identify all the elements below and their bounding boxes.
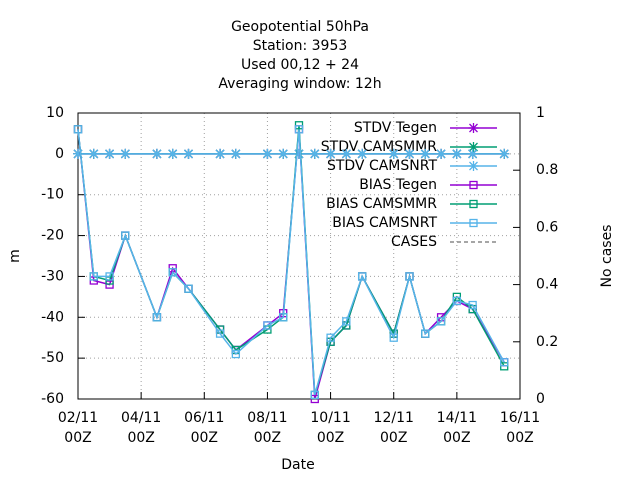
marker [294,125,304,134]
y-tick-label: -30 [41,268,64,284]
legend-marker [469,218,478,228]
x-tick-label: 10/11 00Z [310,410,350,446]
marker [421,329,430,338]
x-tick-label: 16/11 00Z [500,410,540,446]
x-tick-label: 04/11 00Z [121,410,161,446]
marker [262,148,273,159]
y-tick-label: -40 [41,309,64,325]
series [73,125,509,404]
series-line [77,129,505,396]
marker [231,349,241,359]
marker [263,321,272,330]
legend-label: STDV CAMSNRT [327,158,438,174]
marker [89,272,98,281]
legend-marker [468,142,479,152]
y-tick-label: -20 [41,228,64,244]
marker [436,317,446,326]
y2-tick-label: 0.8 [536,162,558,178]
marker [184,284,193,293]
y2-axis-label: No cases [599,225,615,288]
x-axis-label: Date [281,457,314,473]
marker [326,333,335,342]
y2-tick-label: 0.6 [536,219,558,235]
series [73,125,509,400]
marker [452,296,462,306]
marker [73,125,83,134]
marker [389,333,398,342]
legend-marker [469,199,478,209]
legend-label: BIAS Tegen [359,177,437,193]
x-tick-label: 12/11 00Z [374,410,414,446]
marker [104,148,115,159]
legend-marker [468,161,479,171]
marker [309,148,320,159]
y2-tick-label: 0 [536,391,545,407]
x-tick-label: 14/11 00Z [437,410,477,446]
series [73,148,510,159]
x-tick-label: 06/11 00Z [184,410,224,446]
marker [341,148,352,159]
marker [310,390,319,400]
marker [183,148,194,159]
y-tick-label: -50 [41,350,64,366]
marker [168,268,177,277]
marker [420,148,431,159]
x-tick-label: 02/11 00Z [58,410,98,446]
marker [500,358,509,367]
legend-label: BIAS CAMSMMR [326,196,437,212]
marker [436,148,447,159]
legend-label: STDV Tegen [354,120,437,136]
marker [388,148,399,159]
y-tick-label: 0 [55,146,64,162]
y-tick-label: 10 [46,105,64,121]
marker [451,148,462,159]
series-line [77,125,505,396]
marker [342,317,351,326]
marker [468,300,477,310]
marker [105,272,114,281]
marker [467,148,478,159]
chart-title: Station: 3953 [253,38,348,54]
marker [499,148,510,159]
plot-border [77,112,521,400]
marker [278,148,289,159]
y2-tick-label: 1 [536,105,545,121]
marker [215,148,226,159]
marker [357,272,367,281]
chart-title: Geopotential 50hPa [231,19,369,35]
marker [357,148,368,159]
marker [230,148,241,159]
legend-label: CASES [391,234,437,250]
marker [404,148,415,159]
marker [151,148,162,159]
y-axis-label: m [7,249,23,263]
marker [120,148,131,159]
legend-label: BIAS CAMSNRT [332,215,437,231]
series [73,121,509,400]
marker [73,148,83,159]
legend-marker [469,180,478,190]
marker [167,148,178,159]
legend-label: STDV CAMSMMR [321,139,437,155]
marker [325,148,336,159]
marker [279,313,288,322]
y-tick-label: -60 [41,391,64,407]
legend-marker [468,123,479,133]
y2-tick-label: 0.4 [536,277,558,293]
y-tick-label: -10 [41,187,64,203]
marker [152,313,162,322]
marker [121,231,130,240]
marker [215,329,225,338]
series-line [77,129,505,400]
marker [88,148,99,159]
x-tick-label: 08/11 00Z [247,410,287,446]
chart-title: Used 00,12 + 24 [241,57,359,73]
y2-tick-label: 0.2 [536,334,558,350]
marker [405,272,414,281]
chart-title: Averaging window: 12h [218,76,381,92]
marker [294,148,304,159]
